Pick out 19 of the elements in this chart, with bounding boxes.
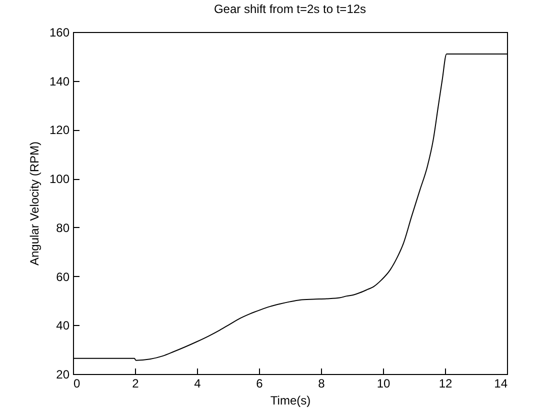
x-tick-label: 8	[318, 376, 326, 390]
y-tick-label: 60	[56, 270, 70, 284]
x-tick-label: 12	[438, 376, 452, 390]
y-axis-title: Angular Velocity (RPM)	[27, 141, 42, 266]
y-tick-label: 40	[56, 318, 70, 333]
y-tick-label: 100	[49, 172, 70, 186]
chart-title: Gear shift from t=2s to t=12s	[214, 2, 366, 16]
y-tick-label: 160	[49, 26, 70, 40]
y-tick-label: 20	[56, 368, 70, 382]
x-tick-label: 6	[256, 376, 264, 390]
x-tick-label: 10	[376, 376, 390, 390]
x-tick-label: 14	[494, 376, 508, 390]
x-tick-label: 4	[194, 376, 202, 390]
y-tick-label: 80	[56, 220, 70, 235]
x-tick-label: 2	[132, 376, 140, 390]
x-tick-label: 0	[74, 376, 80, 390]
x-axis-title: Time(s)	[270, 394, 311, 408]
y-tick-label: 120	[49, 123, 70, 138]
y-tick-label: 140	[49, 74, 70, 88]
